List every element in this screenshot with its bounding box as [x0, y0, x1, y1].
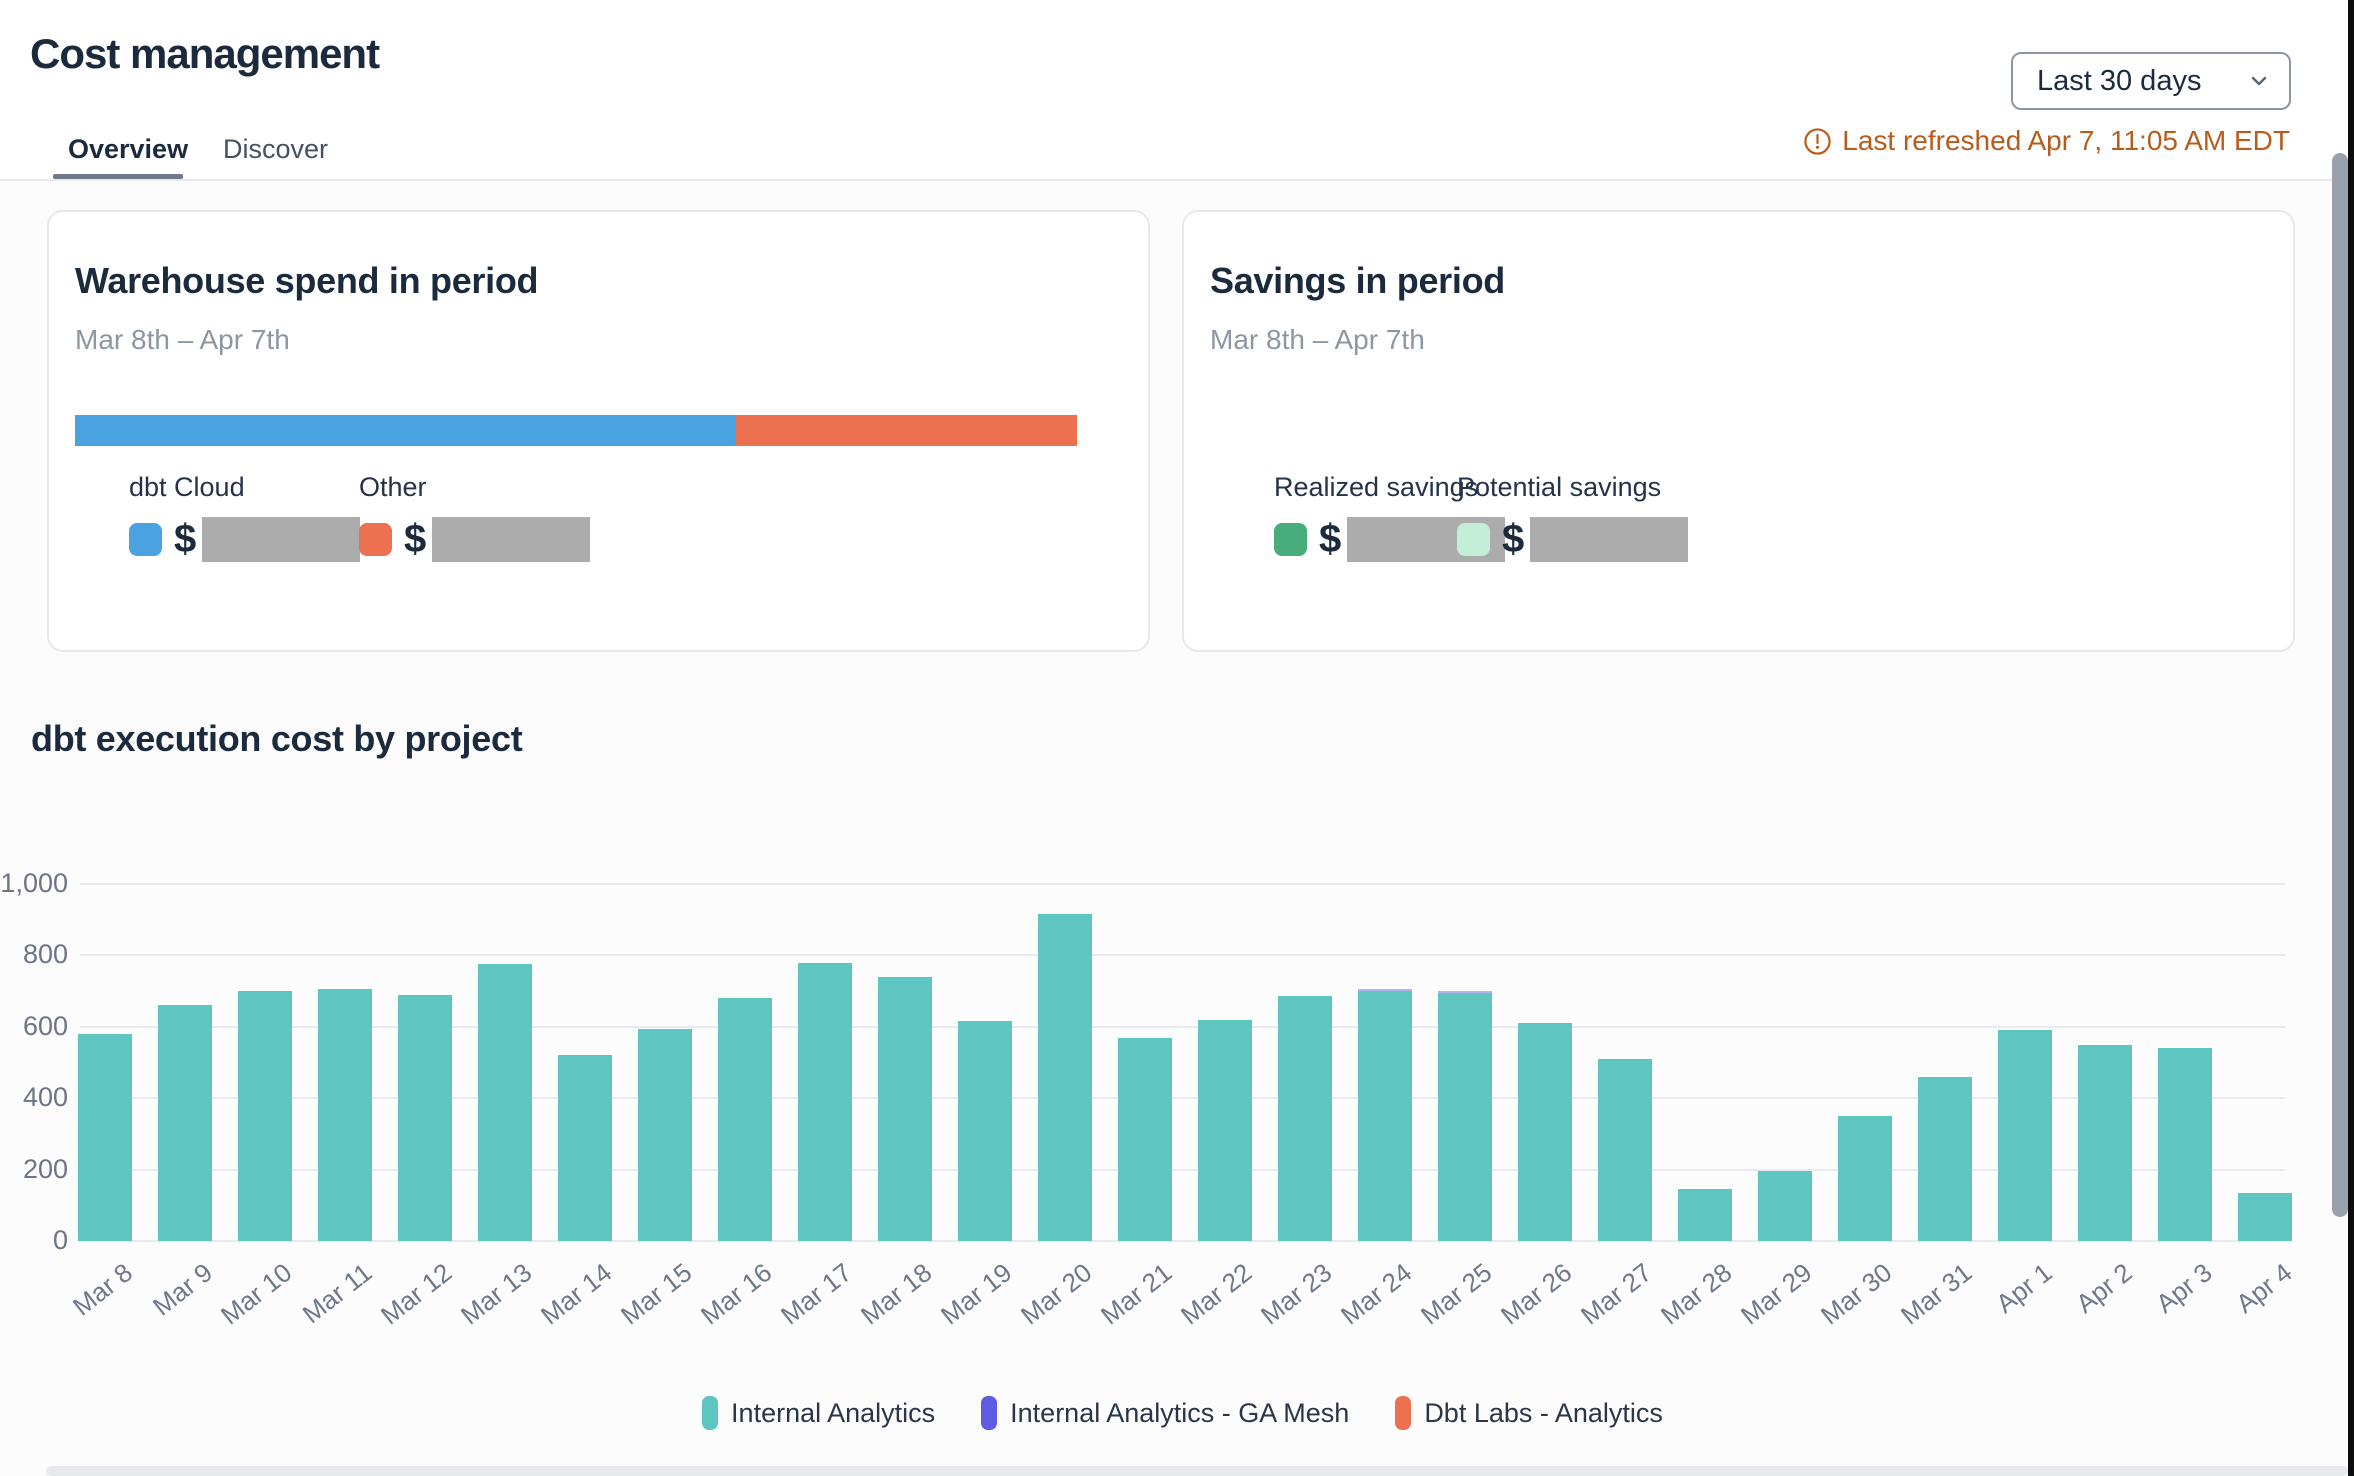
bar-apr-1[interactable]	[1998, 1030, 2052, 1241]
savings-title: Savings in period	[1210, 260, 1505, 301]
redacted-value	[1530, 517, 1689, 562]
horizontal-scrollbar-thumb[interactable]	[46, 1466, 2348, 1476]
tab-discover[interactable]: Discover	[223, 134, 329, 164]
warehouse-spend-card: Warehouse spend in period Mar 8th – Apr …	[47, 210, 1150, 652]
bar-mar-12[interactable]	[398, 994, 452, 1241]
bar-mar-21[interactable]	[1118, 1037, 1172, 1241]
warehouse-spend-title: Warehouse spend in period	[75, 260, 539, 301]
savings-card: Savings in period Mar 8th – Apr 7th Real…	[1182, 210, 2295, 652]
kpi-label: dbt Cloud	[129, 472, 245, 502]
y-tick-label: 800	[22, 939, 68, 970]
bar-mar-16[interactable]	[718, 998, 772, 1241]
bar-mar-27[interactable]	[1598, 1058, 1652, 1241]
warehouse-spend-stacked-bar	[75, 415, 1077, 446]
kpi-label: Potential savings	[1457, 472, 1662, 502]
kpi-dbt-cloud: dbt Cloud $	[129, 472, 361, 562]
bar-mar-18[interactable]	[878, 976, 932, 1241]
y-tick-label: 1,000	[0, 868, 68, 898]
potential-savings-swatch	[1457, 523, 1490, 556]
kpi-potential-savings: Potential savings $	[1457, 472, 1689, 562]
legend-item-dbt-labs-analytics[interactable]: Dbt Labs - Analytics	[1395, 1396, 1663, 1430]
legend-label: Dbt Labs - Analytics	[1424, 1397, 1663, 1428]
gridline	[80, 1025, 2285, 1028]
kpi-label: Realized savings	[1274, 472, 1479, 502]
bar-mar-25[interactable]	[1438, 992, 1492, 1241]
savings-period: Mar 8th – Apr 7th	[1210, 324, 1425, 355]
gridline	[80, 1240, 2285, 1242]
currency-symbol: $	[1319, 517, 1342, 561]
spend-segment-dbt-cloud[interactable]	[75, 415, 737, 446]
last-refreshed-text: Last refreshed Apr 7, 11:05 AM EDT	[1842, 125, 2290, 156]
bar-apr-4[interactable]	[2238, 1192, 2292, 1241]
y-tick-label: 600	[22, 1010, 68, 1041]
dbt-cloud-swatch	[129, 523, 162, 556]
bar-mar-15[interactable]	[638, 1028, 692, 1241]
warehouse-spend-period: Mar 8th – Apr 7th	[75, 324, 290, 355]
active-tab-underline	[53, 174, 183, 179]
bar-mar-20[interactable]	[1038, 914, 1092, 1241]
legend-swatch	[702, 1396, 719, 1430]
gridline	[80, 1168, 2285, 1171]
currency-symbol: $	[174, 517, 197, 561]
currency-symbol: $	[404, 517, 427, 561]
bar-mar-11[interactable]	[318, 989, 372, 1241]
bar-mar-30[interactable]	[1838, 1116, 1892, 1241]
chevron-down-icon	[2247, 69, 2271, 93]
bar-mar-26[interactable]	[1518, 1023, 1572, 1241]
gridline	[80, 954, 2285, 957]
legend-item-internal-analytics[interactable]: Internal Analytics	[702, 1396, 935, 1430]
bar-mar-10[interactable]	[238, 991, 292, 1241]
gridline	[80, 1097, 2285, 1100]
alert-circle-icon	[1803, 127, 1832, 156]
bar-mar-24[interactable]	[1358, 991, 1412, 1241]
page-title: Cost management	[30, 30, 380, 77]
bar-mar-13[interactable]	[478, 964, 532, 1241]
bar-mar-23[interactable]	[1278, 996, 1332, 1241]
right-edge-strip	[2348, 0, 2354, 1476]
legend-label: Internal Analytics - GA Mesh	[1010, 1397, 1350, 1428]
realized-savings-swatch	[1274, 523, 1307, 556]
bar-segment-ga-mesh[interactable]	[1358, 988, 1412, 992]
chart-legend: Internal Analytics Internal Analytics - G…	[80, 1396, 2285, 1430]
bar-mar-29[interactable]	[1758, 1171, 1812, 1241]
legend-swatch	[1395, 1396, 1412, 1430]
y-tick-label: 0	[52, 1225, 68, 1255]
bar-mar-19[interactable]	[958, 1021, 1012, 1241]
bar-apr-3[interactable]	[2158, 1048, 2212, 1241]
bar-segment-ga-mesh[interactable]	[1438, 990, 1492, 993]
tabs-divider	[0, 179, 2354, 181]
chart-section-title: dbt execution cost by project	[31, 718, 523, 759]
currency-symbol: $	[1502, 517, 1525, 561]
bar-mar-9[interactable]	[158, 1005, 212, 1241]
legend-item-internal-analytics-ga-mesh[interactable]: Internal Analytics - GA Mesh	[981, 1396, 1349, 1430]
y-tick-label: 200	[22, 1153, 68, 1184]
last-refreshed-status: Last refreshed Apr 7, 11:05 AM EDT	[1803, 125, 2290, 157]
bar-mar-14[interactable]	[558, 1055, 612, 1241]
bar-mar-17[interactable]	[798, 962, 852, 1241]
other-swatch	[359, 523, 392, 556]
legend-label: Internal Analytics	[731, 1397, 936, 1428]
kpi-label: Other	[359, 472, 427, 502]
vertical-scrollbar-thumb[interactable]	[2332, 153, 2348, 1217]
spend-segment-other[interactable]	[736, 415, 1077, 446]
kpi-other: Other $	[359, 472, 591, 562]
legend-swatch	[981, 1396, 998, 1430]
period-selector[interactable]: Last 30 days	[2011, 52, 2291, 110]
period-selector-value: Last 30 days	[2037, 64, 2202, 97]
redacted-value	[432, 517, 591, 562]
y-tick-label: 400	[22, 1082, 68, 1113]
bar-mar-8[interactable]	[78, 1033, 132, 1241]
redacted-value	[202, 517, 361, 562]
gridline	[80, 883, 2285, 885]
bar-mar-22[interactable]	[1198, 1019, 1252, 1241]
bar-apr-2[interactable]	[2078, 1044, 2132, 1241]
bar-mar-31[interactable]	[1918, 1076, 1972, 1241]
bar-mar-28[interactable]	[1678, 1189, 1732, 1241]
tab-overview[interactable]: Overview	[68, 134, 189, 164]
